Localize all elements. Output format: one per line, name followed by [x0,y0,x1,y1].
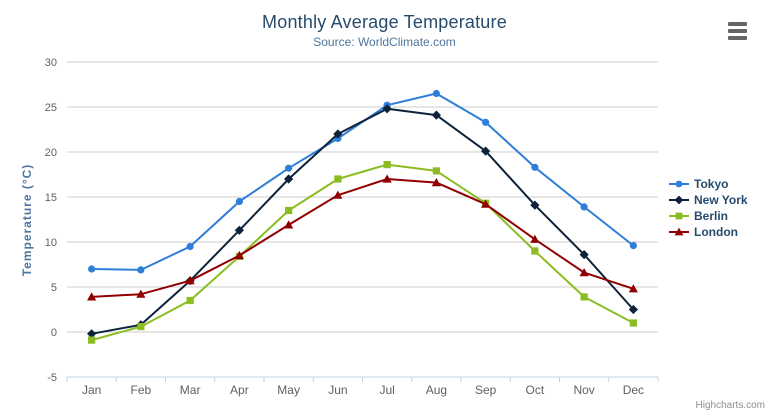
data-point-marker-new-york[interactable] [234,225,244,235]
series-line-new-york[interactable] [90,107,635,335]
data-point-marker-berlin[interactable] [88,336,96,344]
legend-label-berlin: Berlin [694,209,729,223]
data-point-marker-tokyo[interactable] [580,203,588,211]
legend-label-tokyo: Tokyo [694,177,729,191]
data-point-marker-berlin[interactable] [383,161,391,169]
data-point-marker-new-york[interactable] [579,250,589,260]
hamburger-icon [728,22,747,26]
legend-symbol-new-york[interactable] [674,195,684,205]
data-point-marker-london[interactable] [185,276,195,285]
legend-label-london: London [694,225,738,239]
series-line-tokyo[interactable] [90,92,635,271]
legend-marker-tokyo [669,180,689,188]
series-line-berlin[interactable] [90,163,635,342]
data-point-marker-tokyo[interactable] [88,265,96,273]
legend-item-new-york[interactable]: New York [669,192,748,208]
y-tick-label: 20 [45,147,57,159]
data-point-marker-new-york[interactable] [628,304,638,315]
data-point-marker-london[interactable] [87,292,97,301]
data-point-marker-london[interactable] [579,268,589,277]
data-point-marker-london[interactable] [431,178,441,187]
data-point-marker-berlin[interactable] [137,323,145,331]
legend-item-london[interactable]: London [669,224,748,240]
legend-symbol-berlin[interactable] [675,212,683,220]
data-point-marker-berlin[interactable] [334,175,342,183]
data-point-marker-tokyo[interactable] [629,242,637,250]
x-tick-label: Apr [230,383,249,397]
y-tick-label: 25 [45,102,57,114]
data-point-marker-new-york[interactable] [431,110,441,120]
x-tick-label: Jun [328,383,347,397]
legend-marker-new-york [669,195,689,205]
data-point-marker-new-york[interactable] [481,146,491,156]
credits-link[interactable]: Highcharts.com [695,400,765,411]
data-point-marker-tokyo[interactable] [285,164,293,172]
data-point-marker-berlin[interactable] [432,167,440,175]
legend-marker-berlin [669,212,689,220]
data-point-marker-new-york[interactable] [530,200,540,210]
y-tick-label: 10 [45,237,57,249]
x-tick-label: Jan [82,383,101,397]
x-tick-label: Dec [623,383,644,397]
data-point-marker-tokyo[interactable] [531,163,539,171]
legend-item-berlin[interactable]: Berlin [669,208,748,224]
legend-symbol-london[interactable] [674,227,684,236]
data-point-marker-london[interactable] [382,174,392,183]
data-point-marker-new-york[interactable] [284,174,294,184]
data-point-marker-tokyo[interactable] [482,118,490,126]
data-point-marker-new-york[interactable] [87,329,97,339]
x-tick-label: May [277,383,300,397]
x-tick-label: Mar [180,383,201,397]
series-line-london[interactable] [90,178,635,298]
x-tick-label: Feb [131,383,152,397]
data-point-marker-london[interactable] [284,220,294,229]
data-point-marker-london[interactable] [481,199,491,208]
data-point-marker-london[interactable] [136,289,146,298]
legend-symbol-tokyo[interactable] [675,180,683,188]
data-point-marker-berlin[interactable] [531,247,539,255]
data-point-marker-new-york[interactable] [333,129,343,139]
legend-marker-london [669,227,689,236]
x-tick-label: Jul [379,383,394,397]
data-point-marker-tokyo[interactable] [235,197,243,206]
y-tick-label: 5 [51,282,57,294]
export-menu-button[interactable] [728,20,750,42]
y-tick-label: 30 [45,57,57,69]
data-point-marker-berlin[interactable] [629,319,637,327]
data-point-marker-berlin[interactable] [580,293,588,301]
y-tick-label: 0 [51,327,57,339]
y-tick-label: 15 [45,192,57,204]
hamburger-icon [728,29,747,33]
data-point-marker-london[interactable] [333,190,343,199]
chart-subtitle: Source: WorldClimate.com [313,35,456,49]
x-tick-label: Aug [426,383,447,397]
legend-item-tokyo[interactable]: Tokyo [669,176,748,192]
legend-label-new-york: New York [694,193,748,207]
data-point-marker-tokyo[interactable] [137,266,145,274]
data-point-marker-london[interactable] [628,284,638,293]
hamburger-icon [728,36,747,40]
chart-title: Monthly Average Temperature [262,12,507,32]
x-tick-label: Oct [526,383,545,397]
y-tick-label: -5 [47,372,57,384]
data-point-marker-tokyo[interactable] [432,89,440,98]
legend: Tokyo New York Berlin London [669,176,748,240]
data-point-marker-tokyo[interactable] [186,242,194,251]
x-tick-label: Nov [573,383,594,397]
data-point-marker-london[interactable] [530,234,540,243]
data-point-marker-berlin[interactable] [285,206,293,215]
data-point-marker-new-york[interactable] [382,104,392,114]
data-point-marker-berlin[interactable] [186,296,194,305]
x-tick-label: Sep [475,383,497,397]
data-point-marker-london[interactable] [234,250,244,260]
